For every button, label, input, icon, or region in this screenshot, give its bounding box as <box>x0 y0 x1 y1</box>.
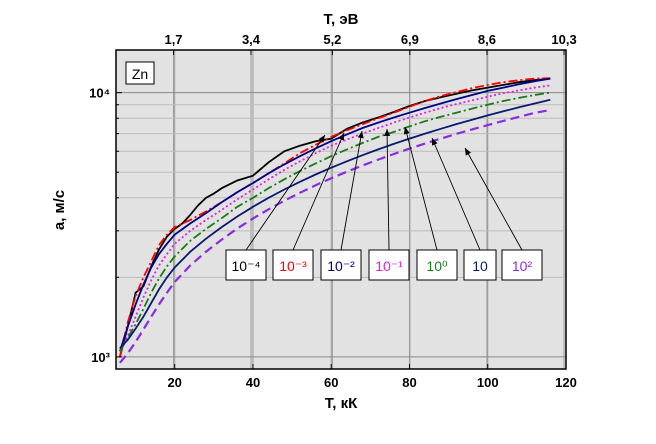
legend-box <box>225 249 267 281</box>
legend-arrow-head <box>432 138 438 146</box>
element-label: Zn <box>132 66 148 82</box>
legend-box <box>368 249 410 281</box>
x2-tick-label: 10,3 <box>551 32 576 47</box>
x-tick-label: 20 <box>167 375 181 390</box>
plot-frame <box>115 49 567 370</box>
x2-tick-label: 8,6 <box>478 32 496 47</box>
legend-item-1: 10⁻³ <box>272 132 345 281</box>
legend-leader-line <box>292 132 345 251</box>
legend-box <box>416 249 458 281</box>
legend-item-3: 10⁻¹ <box>368 128 410 281</box>
legend-leader-line <box>431 137 481 251</box>
legend-box <box>501 249 543 281</box>
legend-leader-line <box>340 130 363 251</box>
legend-arrow-head <box>384 129 391 137</box>
x-tick-label: 120 <box>555 375 577 390</box>
legend-box <box>272 249 314 281</box>
legend-arrow-head <box>318 135 325 143</box>
x2-axis-title: T, эВ <box>324 11 359 28</box>
legend-label: 10⁻⁴ <box>232 258 261 274</box>
legend-item-4: 10⁰ <box>403 126 458 281</box>
legend-arrow-head <box>357 131 364 139</box>
legend-label: 10⁻¹ <box>375 258 403 274</box>
x2-tick-label: 6,9 <box>401 32 419 47</box>
y-tick-label: 10³ <box>91 350 110 365</box>
x-tick-label: 60 <box>324 375 338 390</box>
legend-item-2: 10⁻² <box>320 130 364 281</box>
legend: 10⁻⁴ 10⁻³ 10⁻² 10⁻¹ 10⁰ 10 10² <box>225 126 543 281</box>
legend-label: 10 <box>472 258 488 274</box>
x2-tick-label: 3,4 <box>242 32 261 47</box>
legend-item-5: 10 <box>431 137 497 281</box>
element-label-box: Zn <box>125 61 155 85</box>
series-line-3 <box>119 84 551 352</box>
legend-box <box>320 249 362 281</box>
y-axis-title: a, м/с <box>51 190 68 230</box>
x2-tick-label: 1,7 <box>164 32 182 47</box>
series-line-2 <box>119 77 551 352</box>
legend-item-6: 10² <box>464 147 543 281</box>
x-tick-label: 40 <box>246 375 260 390</box>
legend-leader-line <box>245 134 326 251</box>
x-axis-title: T, кК <box>325 395 358 412</box>
series-line-4 <box>119 91 551 352</box>
legend-label: 10² <box>512 258 533 274</box>
legend-leader-line <box>404 126 438 251</box>
y-tick-label: 10⁴ <box>89 86 110 101</box>
legend-label: 10⁰ <box>426 258 448 274</box>
series-line-6 <box>119 108 551 364</box>
legend-arrow-head <box>403 127 410 135</box>
legend-arrow-head <box>465 148 472 156</box>
series-layer <box>119 77 551 364</box>
x-tick-label: 80 <box>402 375 416 390</box>
legend-label: 10⁻² <box>327 258 355 274</box>
plot-area <box>116 50 566 369</box>
legend-label: 10⁻³ <box>279 258 307 274</box>
series-line-0 <box>119 77 551 358</box>
x2-tick-label: 5,2 <box>323 32 341 47</box>
legend-leader-line <box>386 128 390 251</box>
tick-layer: 20 40 60 80 100 120 1,7 3,4 5,2 6,9 8,6 10,3 10³ 10⁴ <box>89 32 577 390</box>
legend-box <box>463 249 497 281</box>
legend-item-0: 10⁻⁴ <box>225 134 326 281</box>
legend-leader-line <box>464 147 523 251</box>
series-line-1 <box>119 77 551 358</box>
legend-arrow-head <box>338 133 344 141</box>
series-line-5 <box>119 98 551 349</box>
x-tick-label: 100 <box>477 375 499 390</box>
